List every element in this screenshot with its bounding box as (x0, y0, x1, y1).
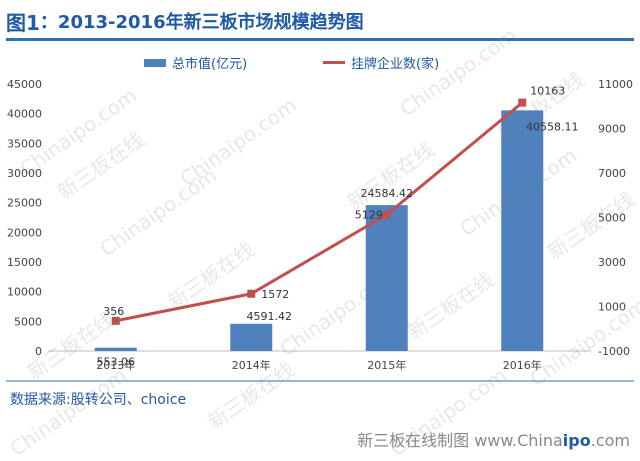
legend-swatch-line (323, 61, 345, 64)
x-tick-label: 2016年 (503, 358, 542, 372)
y-left-tick-label: 30000 (7, 167, 42, 180)
bar-data-label: 40558.11 (526, 120, 579, 133)
y-left-tick-label: 25000 (7, 197, 42, 210)
y-left-tick-label: 35000 (7, 137, 42, 150)
figure-label: 图1 (6, 10, 40, 35)
x-tick-label: 2014年 (232, 358, 271, 372)
bar (230, 323, 273, 351)
source-note: 数据来源:股转公司、choice (10, 392, 187, 408)
legend-swatch-bar (144, 58, 166, 67)
y-right-tick-label: 3000 (598, 256, 626, 269)
y-left-tick-label: 10000 (7, 286, 42, 299)
chart-title: 图1 ：2013-2016年新三板市场规模趋势图 (6, 6, 634, 36)
y-left-tick-label: 15000 (7, 256, 42, 269)
line-data-label: 5129 (355, 209, 383, 222)
title-underline (6, 38, 634, 41)
y-right-tick-label: 1000 (598, 301, 626, 314)
legend-item-line: 挂牌企业数(家) (323, 53, 439, 72)
y-left-tick-label: 20000 (7, 226, 42, 239)
legend: 总市值(亿元) 挂牌企业数(家) (0, 53, 640, 72)
legend-item-bar: 总市值(亿元) (144, 53, 247, 72)
y-right-tick-label: -1000 (598, 345, 630, 358)
y-right-tick-label: 9000 (598, 123, 626, 136)
line-point (247, 289, 256, 298)
y-left-tick-label: 45000 (7, 78, 42, 91)
bar-data-label: 553.06 (97, 356, 136, 369)
y-right-tick-label: 5000 (598, 212, 626, 225)
line-data-label: 10163 (530, 85, 565, 98)
title-text: ：2013-2016年新三板市场规模趋势图 (39, 12, 364, 33)
footer-bold: ipo (562, 431, 591, 450)
bar-data-label: 24584.42 (361, 187, 414, 200)
line-point (382, 210, 391, 219)
y-left-tick-label: 40000 (7, 108, 42, 121)
line-point (518, 98, 527, 107)
bar-data-label: 4591.42 (247, 310, 293, 323)
bar (501, 110, 544, 351)
footer-credit: 新三板在线制图 www.Chinaipo.com (357, 427, 630, 451)
footer-prefix: 新三板在线制图 www.China (357, 431, 563, 450)
series-line (115, 101, 524, 323)
y-left-tick-label: 0 (35, 345, 42, 358)
footer-suffix: .com (590, 431, 630, 450)
line-data-label: 1572 (261, 288, 289, 301)
line-point (111, 316, 120, 325)
y-left-tick-label: 5000 (14, 315, 42, 328)
legend-label-bar: 总市值(亿元) (172, 57, 248, 72)
bar (94, 347, 137, 351)
y-right-tick-label: 11000 (598, 78, 633, 91)
x-tick-label: 2015年 (367, 358, 406, 372)
x-tick-label: 2013年 (96, 358, 135, 372)
legend-label-line: 挂牌企业数(家) (351, 57, 440, 72)
y-right-tick-label: 7000 (598, 167, 626, 180)
line-data-label: 356 (103, 305, 124, 318)
bar (365, 205, 408, 351)
